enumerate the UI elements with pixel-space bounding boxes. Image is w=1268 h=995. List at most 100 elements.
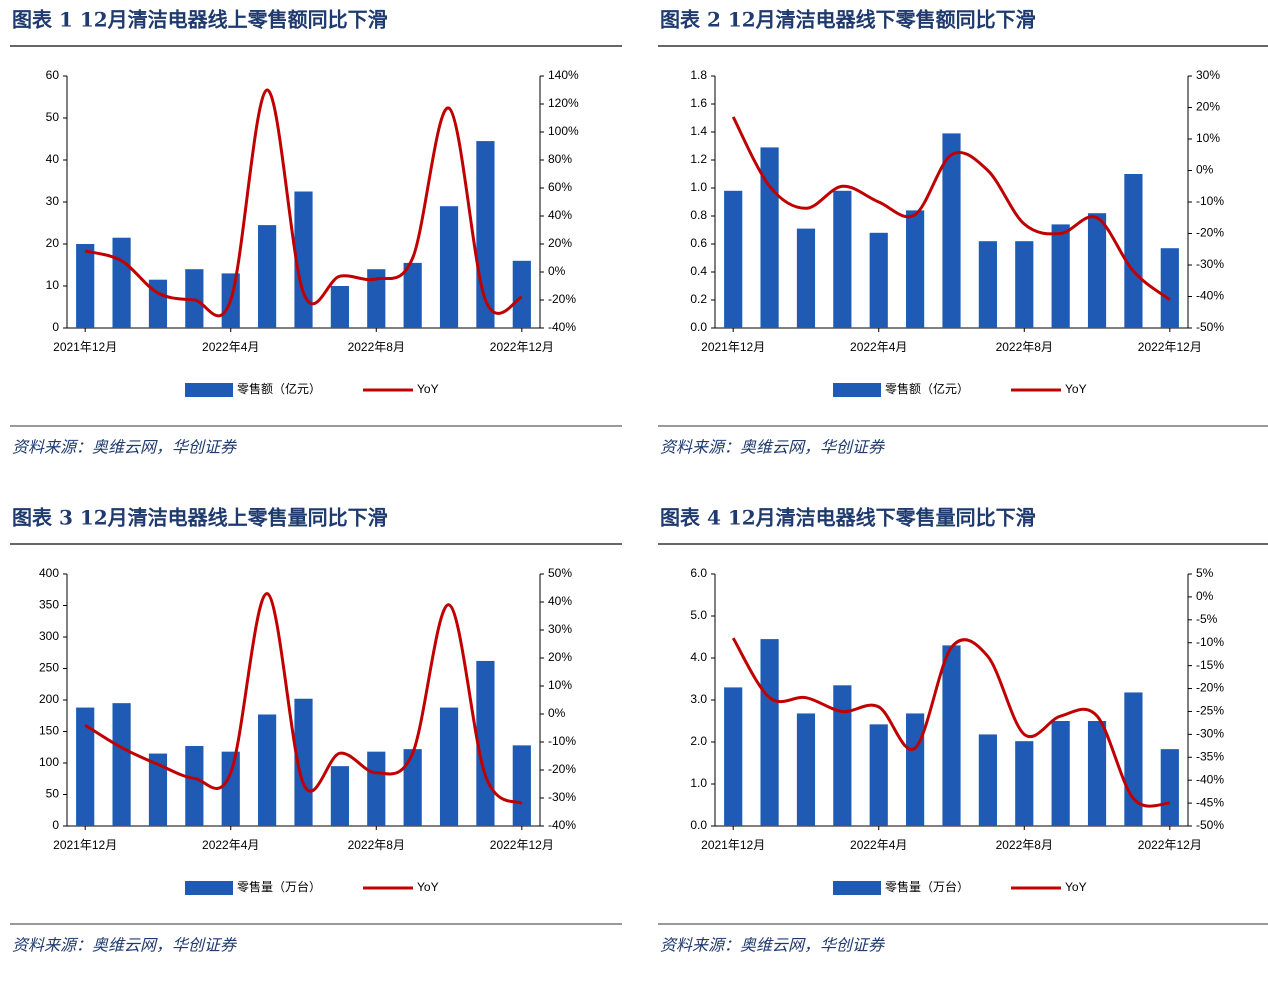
y2-tick-label: 20% (548, 650, 572, 664)
panel-title: 图表 4 12月清洁电器线下零售量同比下滑 (660, 506, 1036, 530)
y-tick-label: 50 (46, 110, 60, 124)
y2-tick-label: -45% (1196, 795, 1224, 809)
yoy-line (731, 637, 1170, 808)
y-tick-label: 350 (39, 598, 59, 612)
y-tick-label: 0.0 (690, 818, 707, 832)
y2-tick-label: 0% (1196, 589, 1214, 603)
y-tick-label: 400 (39, 566, 59, 580)
bar (112, 703, 131, 826)
yoy-line (84, 88, 523, 318)
y-tick-label: 10 (46, 278, 60, 292)
y-tick-label: 1.6 (690, 96, 707, 110)
x-tick-label: 2022年4月 (850, 340, 907, 354)
y2-tick-label: -5% (1196, 612, 1218, 626)
y2-tick-label: -20% (1196, 226, 1224, 240)
source: 资料来源：奥维云网，华创证券 (12, 438, 238, 457)
y2-tick-label: 120% (548, 96, 579, 110)
bar (439, 206, 459, 328)
bar (1124, 692, 1143, 826)
y-tick-label: 0.8 (690, 208, 707, 222)
bar (330, 766, 349, 826)
bar (833, 190, 852, 328)
y2-tick-label: 140% (548, 68, 579, 82)
y2-tick-label: -10% (548, 734, 576, 748)
bar (258, 714, 277, 826)
y-tick-label: 200 (39, 692, 59, 706)
y2-tick-label: 0% (548, 706, 566, 720)
bar (942, 645, 961, 826)
legend-swatch (833, 881, 881, 895)
bar (185, 745, 204, 826)
y2-tick-label: -40% (1196, 289, 1224, 303)
x-tick-label: 2022年8月 (996, 340, 1053, 354)
bar (439, 707, 459, 826)
x-tick-label: 2022年12月 (490, 838, 554, 852)
x-tick-label: 2022年8月 (996, 838, 1053, 852)
source: 资料来源：奥维云网，华创证券 (660, 936, 886, 955)
y-tick-label: 0.2 (690, 292, 707, 306)
legend-swatch (833, 383, 881, 397)
x-tick-label: 2021年12月 (53, 838, 117, 852)
bar (942, 133, 961, 328)
bar (1015, 241, 1034, 328)
x-tick-label: 2022年8月 (348, 838, 405, 852)
panel-title: 图表 3 12月清洁电器线上零售量同比下滑 (12, 506, 388, 530)
x-tick-label: 2022年8月 (348, 340, 405, 354)
y-tick-label: 0 (52, 818, 59, 832)
bar (833, 685, 852, 826)
y2-tick-label: -20% (1196, 681, 1224, 695)
legend-label: 零售量（万台） (237, 879, 321, 894)
bar (148, 753, 168, 826)
legend-swatch (185, 881, 233, 895)
bar (978, 241, 997, 328)
y-tick-label: 6.0 (690, 566, 707, 580)
bar (760, 639, 779, 826)
y-tick-label: 150 (39, 724, 59, 738)
x-tick-label: 2022年12月 (490, 340, 554, 354)
bar (869, 232, 888, 328)
bar (112, 237, 131, 328)
y-tick-label: 30 (46, 194, 60, 208)
y2-tick-label: 10% (548, 678, 572, 692)
bar (221, 751, 240, 826)
y2-tick-label: 40% (548, 208, 572, 222)
y2-tick-label: 80% (548, 152, 572, 166)
y-tick-label: 0.6 (690, 236, 707, 250)
bar (403, 749, 422, 826)
y2-tick-label: -15% (1196, 658, 1224, 672)
bar (1124, 174, 1143, 328)
bar (367, 269, 386, 328)
bar (1087, 213, 1107, 328)
y-tick-label: 300 (39, 629, 59, 643)
y-tick-label: 1.0 (690, 180, 707, 194)
legend-label: 零售额（亿元） (237, 381, 321, 396)
bar (1160, 749, 1179, 826)
y2-tick-label: 100% (548, 124, 579, 138)
bar (906, 713, 925, 826)
panel-title: 图表 2 12月清洁电器线下零售额同比下滑 (660, 8, 1036, 32)
x-tick-label: 2022年4月 (850, 838, 907, 852)
legend-label: YoY (1065, 382, 1087, 396)
bar (724, 190, 743, 328)
y-tick-label: 0.0 (690, 320, 707, 334)
bar (1087, 721, 1107, 826)
y2-tick-label: -25% (1196, 704, 1224, 718)
y2-tick-label: 30% (548, 622, 572, 636)
bar (294, 191, 313, 328)
y2-tick-label: 20% (548, 236, 572, 250)
y2-tick-label: 30% (1196, 68, 1220, 82)
y2-tick-label: -40% (548, 320, 576, 334)
x-tick-label: 2022年12月 (1138, 838, 1202, 852)
y2-tick-label: -40% (548, 818, 576, 832)
x-tick-label: 2022年12月 (1138, 340, 1202, 354)
y2-tick-label: -10% (1196, 194, 1224, 208)
legend-label: YoY (417, 382, 439, 396)
y-tick-label: 250 (39, 661, 59, 675)
bar (512, 745, 531, 826)
y-tick-label: 20 (46, 236, 60, 250)
bar (869, 724, 888, 826)
yoy-line (84, 592, 523, 805)
legend-label: YoY (417, 880, 439, 894)
y-tick-label: 3.0 (690, 692, 707, 706)
